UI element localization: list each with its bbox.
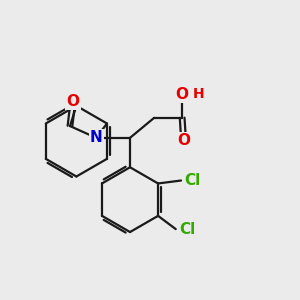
Text: O: O xyxy=(66,94,80,109)
Text: Cl: Cl xyxy=(179,222,195,237)
Text: H: H xyxy=(193,87,204,101)
Text: Cl: Cl xyxy=(184,173,200,188)
Text: N: N xyxy=(90,130,103,145)
Text: O: O xyxy=(177,133,190,148)
Text: O: O xyxy=(176,87,189,102)
